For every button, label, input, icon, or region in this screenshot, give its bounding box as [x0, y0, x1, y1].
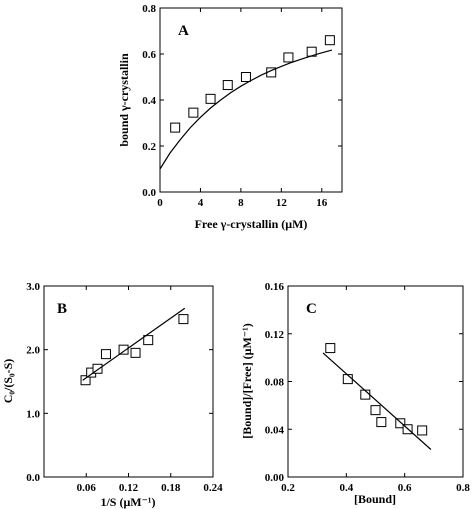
panel-b-xtick-label: 0.12 [119, 482, 139, 494]
panel-c-xtick-label: 0.6 [398, 482, 412, 494]
panel-a-data-point [240, 72, 251, 82]
panel-a-fit-line [159, 49, 333, 170]
panel-a-marks [159, 35, 335, 170]
panel-a-data-point [283, 52, 294, 63]
panel-c-data-point [370, 405, 381, 416]
panel-b-xtick-label: 0.06 [77, 482, 97, 494]
panel-c-ytick-label: 0.04 [265, 424, 285, 436]
panel-a-xtick-label: 16 [316, 197, 328, 209]
panel-c-ytick-label: 0.00 [265, 472, 285, 484]
panel-b-data-point [80, 375, 91, 386]
panel-c-data-point [395, 418, 406, 429]
panel-a-ticks: 0 4 8 12 16 0.0 0.2 0.4 0.6 0.8 [142, 3, 342, 209]
panel-b-data-point [100, 349, 111, 360]
panel-a-ytick-label: 0.2 [142, 141, 156, 153]
panel-c-xtick-label: 0.8 [456, 482, 470, 494]
panel-a-data-point [222, 80, 233, 91]
panel-c: 0.2 0.4 0.6 0.8 0.00 0.04 0.08 0.12 0.16 C [Boun… [240, 281, 470, 506]
panel-b-data-point [118, 344, 129, 355]
panel-c-xlabel: [Bound] [354, 492, 396, 506]
panel-b-data-point [92, 363, 103, 374]
panel-b-data-point [130, 347, 141, 358]
panel-a-data-point [188, 107, 199, 118]
panel-b-ytick-label: 0.0 [26, 472, 40, 484]
panel-c-xtick-label: 0.2 [281, 482, 295, 494]
panel-a-label: A [178, 23, 189, 39]
panel-a-xtick-label: 8 [238, 197, 244, 209]
panel-a-ylabel: bound γ-crystallin [117, 53, 131, 147]
panel-a-data-point [205, 93, 216, 104]
panel-b-ytick-label: 1.0 [26, 408, 40, 420]
panel-c-fit-line [322, 352, 432, 450]
panel-c-data-point [376, 417, 387, 428]
panel-a-ytick-label: 0.0 [142, 187, 156, 199]
panel-c-marks [322, 343, 432, 450]
panel-c-xtick-label: 0.4 [339, 482, 353, 494]
panel-a-xtick-label: 0 [157, 197, 163, 209]
panel-c-ticks: 0.2 0.4 0.6 0.8 0.00 0.04 0.08 0.12 0.16 [265, 281, 471, 494]
panel-a-ytick-label: 0.6 [142, 49, 156, 61]
panel-a-xtick-label: 12 [276, 197, 288, 209]
panel-b-marks [80, 307, 189, 386]
panel-c-data-point [342, 374, 353, 385]
panel-b-ylabel: C₀/(S₀-S) [1, 359, 15, 404]
panel-a-data-point [170, 122, 181, 133]
panel-a: 0 4 8 12 16 0.0 0.2 0.4 0.6 0.8 A Free γ-crystall… [117, 3, 343, 231]
panel-c-label: C [306, 301, 317, 317]
panel-c-ytick-label: 0.16 [265, 281, 285, 293]
panel-b: 0.06 0.12 0.18 0.24 0.0 1.0 2.0 3.0 B 1/S (μM⁻¹… [1, 281, 223, 509]
panel-a-xlabel: Free γ-crystallin (μM) [195, 217, 308, 231]
panel-c-ytick-label: 0.12 [265, 329, 285, 341]
panel-a-ytick-label: 0.4 [142, 95, 156, 107]
panel-c-data-point [325, 343, 336, 354]
panel-b-fit-line [82, 307, 186, 381]
panel-b-xlabel: 1/S (μM⁻¹) [100, 495, 155, 509]
panel-b-data-point [178, 314, 189, 325]
panel-a-ytick-label: 0.8 [142, 3, 156, 15]
panel-b-ytick-label: 2.0 [26, 345, 40, 357]
panel-b-label: B [57, 301, 67, 317]
panel-c-ylabel: [Bound]/[Free] (μM⁻¹) [240, 323, 254, 439]
panel-a-data-point [324, 35, 335, 46]
panel-b-data-point [143, 335, 154, 346]
panel-b-ticks: 0.06 0.12 0.18 0.24 0.0 1.0 2.0 3.0 [26, 281, 223, 494]
panel-b-xtick-label: 0.18 [161, 482, 181, 494]
panel-b-xtick-label: 0.24 [203, 482, 223, 494]
panel-c-data-point [417, 425, 428, 436]
panel-b-ytick-label: 3.0 [26, 281, 40, 293]
panel-a-xtick-label: 4 [198, 197, 204, 209]
panel-c-ytick-label: 0.08 [265, 377, 285, 389]
